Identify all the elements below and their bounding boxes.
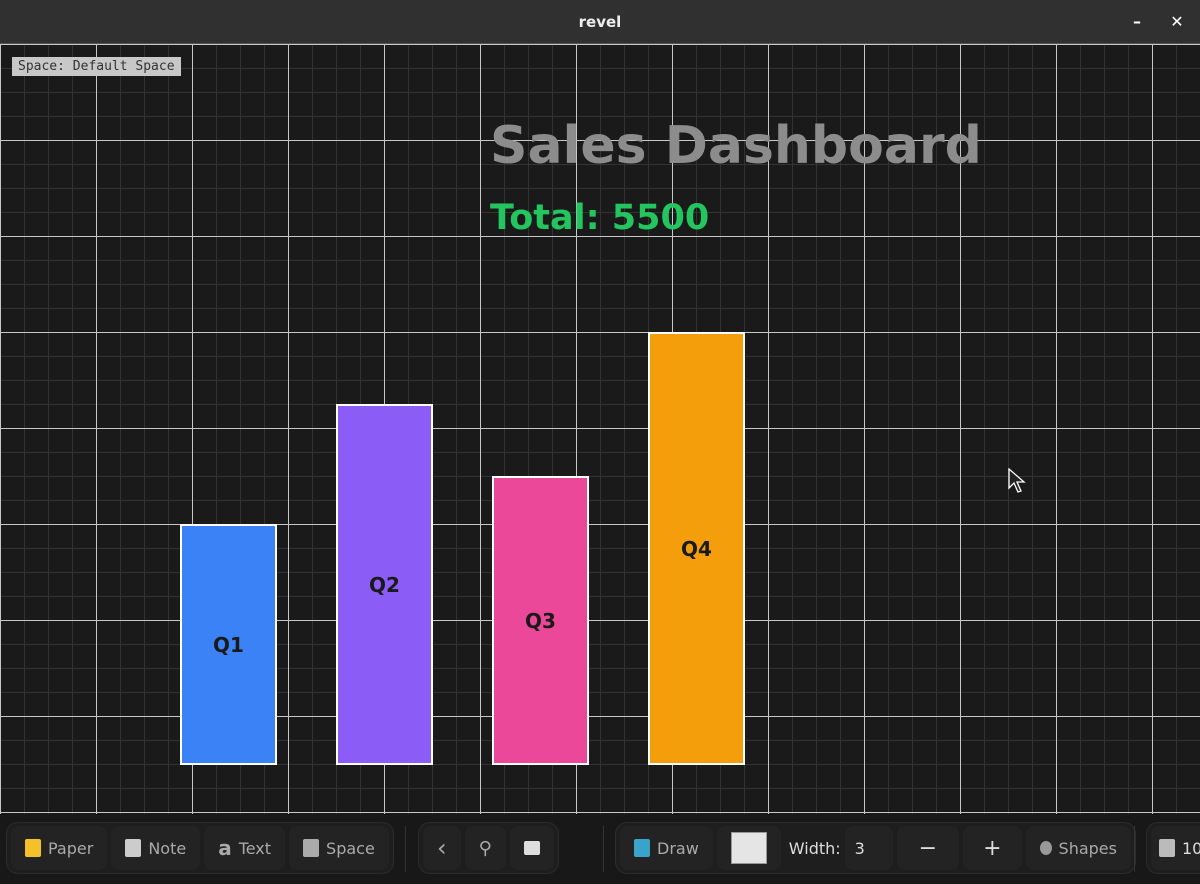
plus-box-icon (1159, 839, 1175, 857)
text-icon: a (218, 836, 232, 860)
divider (405, 826, 406, 872)
title-bar: revel – ✕ (0, 0, 1200, 44)
create-group: Paper Note a Text Space (6, 822, 394, 874)
color-swatch (730, 832, 767, 864)
back-button[interactable]: ‹ (423, 826, 461, 870)
bar-label: Q2 (369, 572, 400, 597)
minimize-button[interactable]: – (1133, 12, 1141, 31)
divider (603, 826, 604, 872)
mouse-cursor-icon (1008, 468, 1026, 493)
space-label-btn: Space (326, 838, 375, 858)
space-label: Space: Default Space (12, 57, 181, 76)
bar-q1[interactable]: Q1 (180, 524, 277, 765)
search-button[interactable]: ⚲ (464, 826, 506, 870)
sticky-note-icon (523, 841, 540, 855)
zoom-button[interactable]: 10 (1151, 826, 1200, 870)
width-label: Width: (788, 838, 841, 858)
note-icon (125, 839, 142, 857)
bar-q2[interactable]: Q2 (336, 404, 433, 765)
paper-button[interactable]: Paper (11, 826, 108, 870)
divider (1134, 826, 1135, 872)
nav-group: ‹ ⚲ (418, 822, 559, 874)
shapes-button[interactable]: Shapes (1025, 826, 1131, 870)
sticky-button[interactable] (509, 826, 554, 870)
note-button[interactable]: Note (111, 826, 201, 870)
zoom-value: 10 (1182, 838, 1200, 858)
search-icon: ⚲ (478, 837, 492, 859)
window-title: revel (578, 13, 622, 31)
folder-plus-icon (303, 839, 320, 857)
color-swatch-button[interactable] (716, 826, 781, 870)
bar-q4[interactable]: Q4 (648, 332, 745, 765)
bar-label: Q4 (681, 536, 712, 561)
note-label: Note (148, 838, 187, 858)
draw-group: Draw Width: 3 − + Shapes (615, 822, 1136, 874)
canvas[interactable]: Space: Default Space Sales Dashboard Tot… (0, 44, 1200, 814)
draw-button[interactable]: Draw (620, 826, 713, 870)
draw-label: Draw (657, 838, 699, 858)
draw-icon (634, 839, 650, 857)
shapes-label: Shapes (1058, 838, 1117, 858)
width-increase-button[interactable]: + (963, 826, 1022, 870)
back-icon: ‹ (437, 834, 447, 862)
shapes-icon (1039, 841, 1052, 855)
bar-label: Q1 (213, 632, 244, 657)
bottom-toolbar: Paper Note a Text Space ‹ ⚲ Draw Width: 3… (0, 814, 1200, 884)
paper-icon (25, 839, 41, 857)
bar-q3[interactable]: Q3 (492, 476, 589, 765)
bar-label: Q3 (525, 608, 556, 633)
space-button[interactable]: Space (289, 826, 389, 870)
width-decrease-button[interactable]: − (896, 826, 960, 870)
close-button[interactable]: ✕ (1170, 12, 1184, 31)
width-input[interactable]: 3 (844, 826, 893, 870)
total-text[interactable]: Total: 5500 (490, 198, 710, 238)
dashboard-title[interactable]: Sales Dashboard (490, 116, 982, 176)
text-button[interactable]: a Text (204, 826, 286, 870)
text-label: Text (238, 838, 272, 858)
zoom-group: 10 (1146, 822, 1200, 874)
paper-label: Paper (48, 838, 94, 858)
